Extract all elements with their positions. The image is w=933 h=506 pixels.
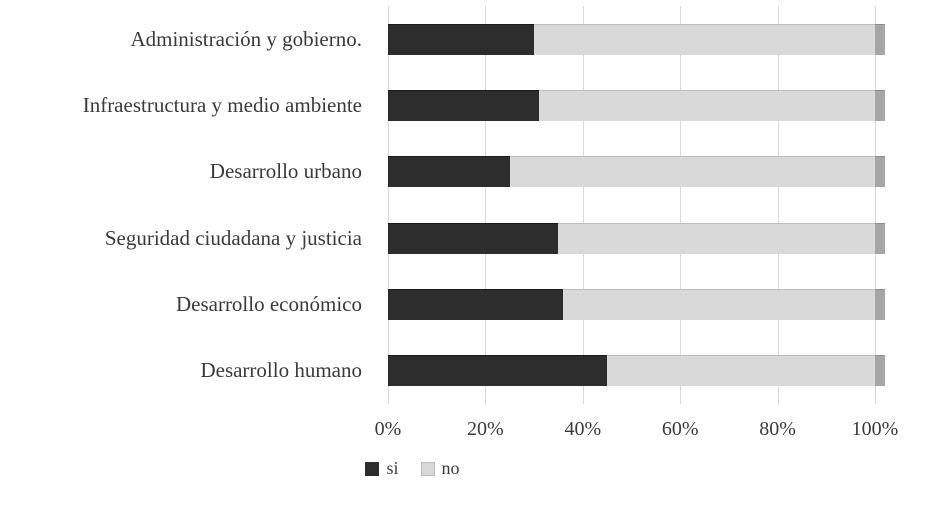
category-label: Infraestructura y medio ambiente — [82, 92, 362, 117]
bar-row — [388, 271, 885, 337]
bar-segment-no — [558, 222, 875, 254]
gridline — [388, 6, 389, 404]
bar-track — [388, 288, 885, 320]
chart-plot-grid: Administración y gobierno. Infraestructur… — [10, 6, 885, 404]
bar-segment-si — [388, 23, 535, 55]
bar-track — [388, 23, 885, 55]
x-axis-row: 0% 20% 40% 60% 80% 100% — [10, 404, 899, 452]
bar-3d-side-cap — [875, 23, 885, 55]
x-axis-tick-label: 100% — [851, 418, 899, 440]
x-axis-tick-label: 80% — [759, 418, 796, 440]
category-label: Administración y gobierno. — [130, 26, 362, 51]
bar-3d-side-cap — [875, 355, 885, 387]
bar-row — [388, 139, 885, 205]
bar-track — [388, 156, 885, 188]
bar-track — [388, 89, 885, 121]
gridline — [485, 6, 487, 404]
bar-segment-no — [538, 89, 875, 121]
bar-row — [388, 338, 885, 404]
bar-segment-no — [563, 288, 875, 320]
bar-segment-si — [388, 222, 559, 254]
bar-track — [388, 222, 885, 254]
legend-label-no: no — [441, 458, 460, 478]
x-axis-tick-label: 60% — [661, 418, 699, 440]
gridline — [875, 6, 876, 404]
bar-3d-side-cap — [875, 288, 885, 320]
bar-segment-no — [509, 156, 875, 188]
category-label: Desarrollo humano — [200, 358, 362, 383]
gridline — [680, 6, 682, 404]
x-axis-tick-label: 40% — [564, 418, 602, 440]
legend-item-no: no — [420, 458, 460, 479]
x-axis-tick-label: 0% — [374, 418, 402, 440]
bar-row — [388, 205, 885, 271]
bar-segment-si — [388, 89, 539, 121]
bar-segment-si — [388, 288, 564, 320]
gridline — [582, 6, 584, 404]
bar-3d-side-cap — [875, 222, 885, 254]
bar-segment-no — [607, 355, 875, 387]
bar-segment-si — [388, 156, 510, 188]
bar-3d-side-cap — [875, 89, 885, 121]
legend-swatch-si-icon — [365, 461, 380, 476]
bar-row — [388, 6, 885, 72]
bar-track — [388, 355, 885, 387]
legend-label-si: si — [386, 458, 399, 478]
bar-segment-si — [388, 355, 608, 387]
bar-3d-side-cap — [875, 156, 885, 188]
bar-segment-no — [534, 23, 875, 55]
x-axis: 0% 20% 40% 60% 80% 100% — [375, 404, 899, 452]
x-axis-spacer — [10, 404, 388, 452]
category-label: Desarrollo económico — [175, 291, 362, 316]
category-label: Desarrollo urbano — [209, 159, 362, 184]
category-label: Seguridad ciudadana y justicia — [104, 225, 362, 250]
gridline — [777, 6, 779, 404]
legend-swatch-no-icon — [420, 461, 435, 476]
bar-row — [388, 72, 885, 138]
legend-item-si: si — [365, 458, 399, 479]
plot-area — [388, 6, 885, 404]
legend: si no — [0, 452, 875, 479]
x-axis-tick-label: 20% — [467, 418, 504, 440]
category-labels: Administración y gobierno. Infraestructur… — [10, 6, 388, 404]
chart-rows — [388, 6, 885, 404]
